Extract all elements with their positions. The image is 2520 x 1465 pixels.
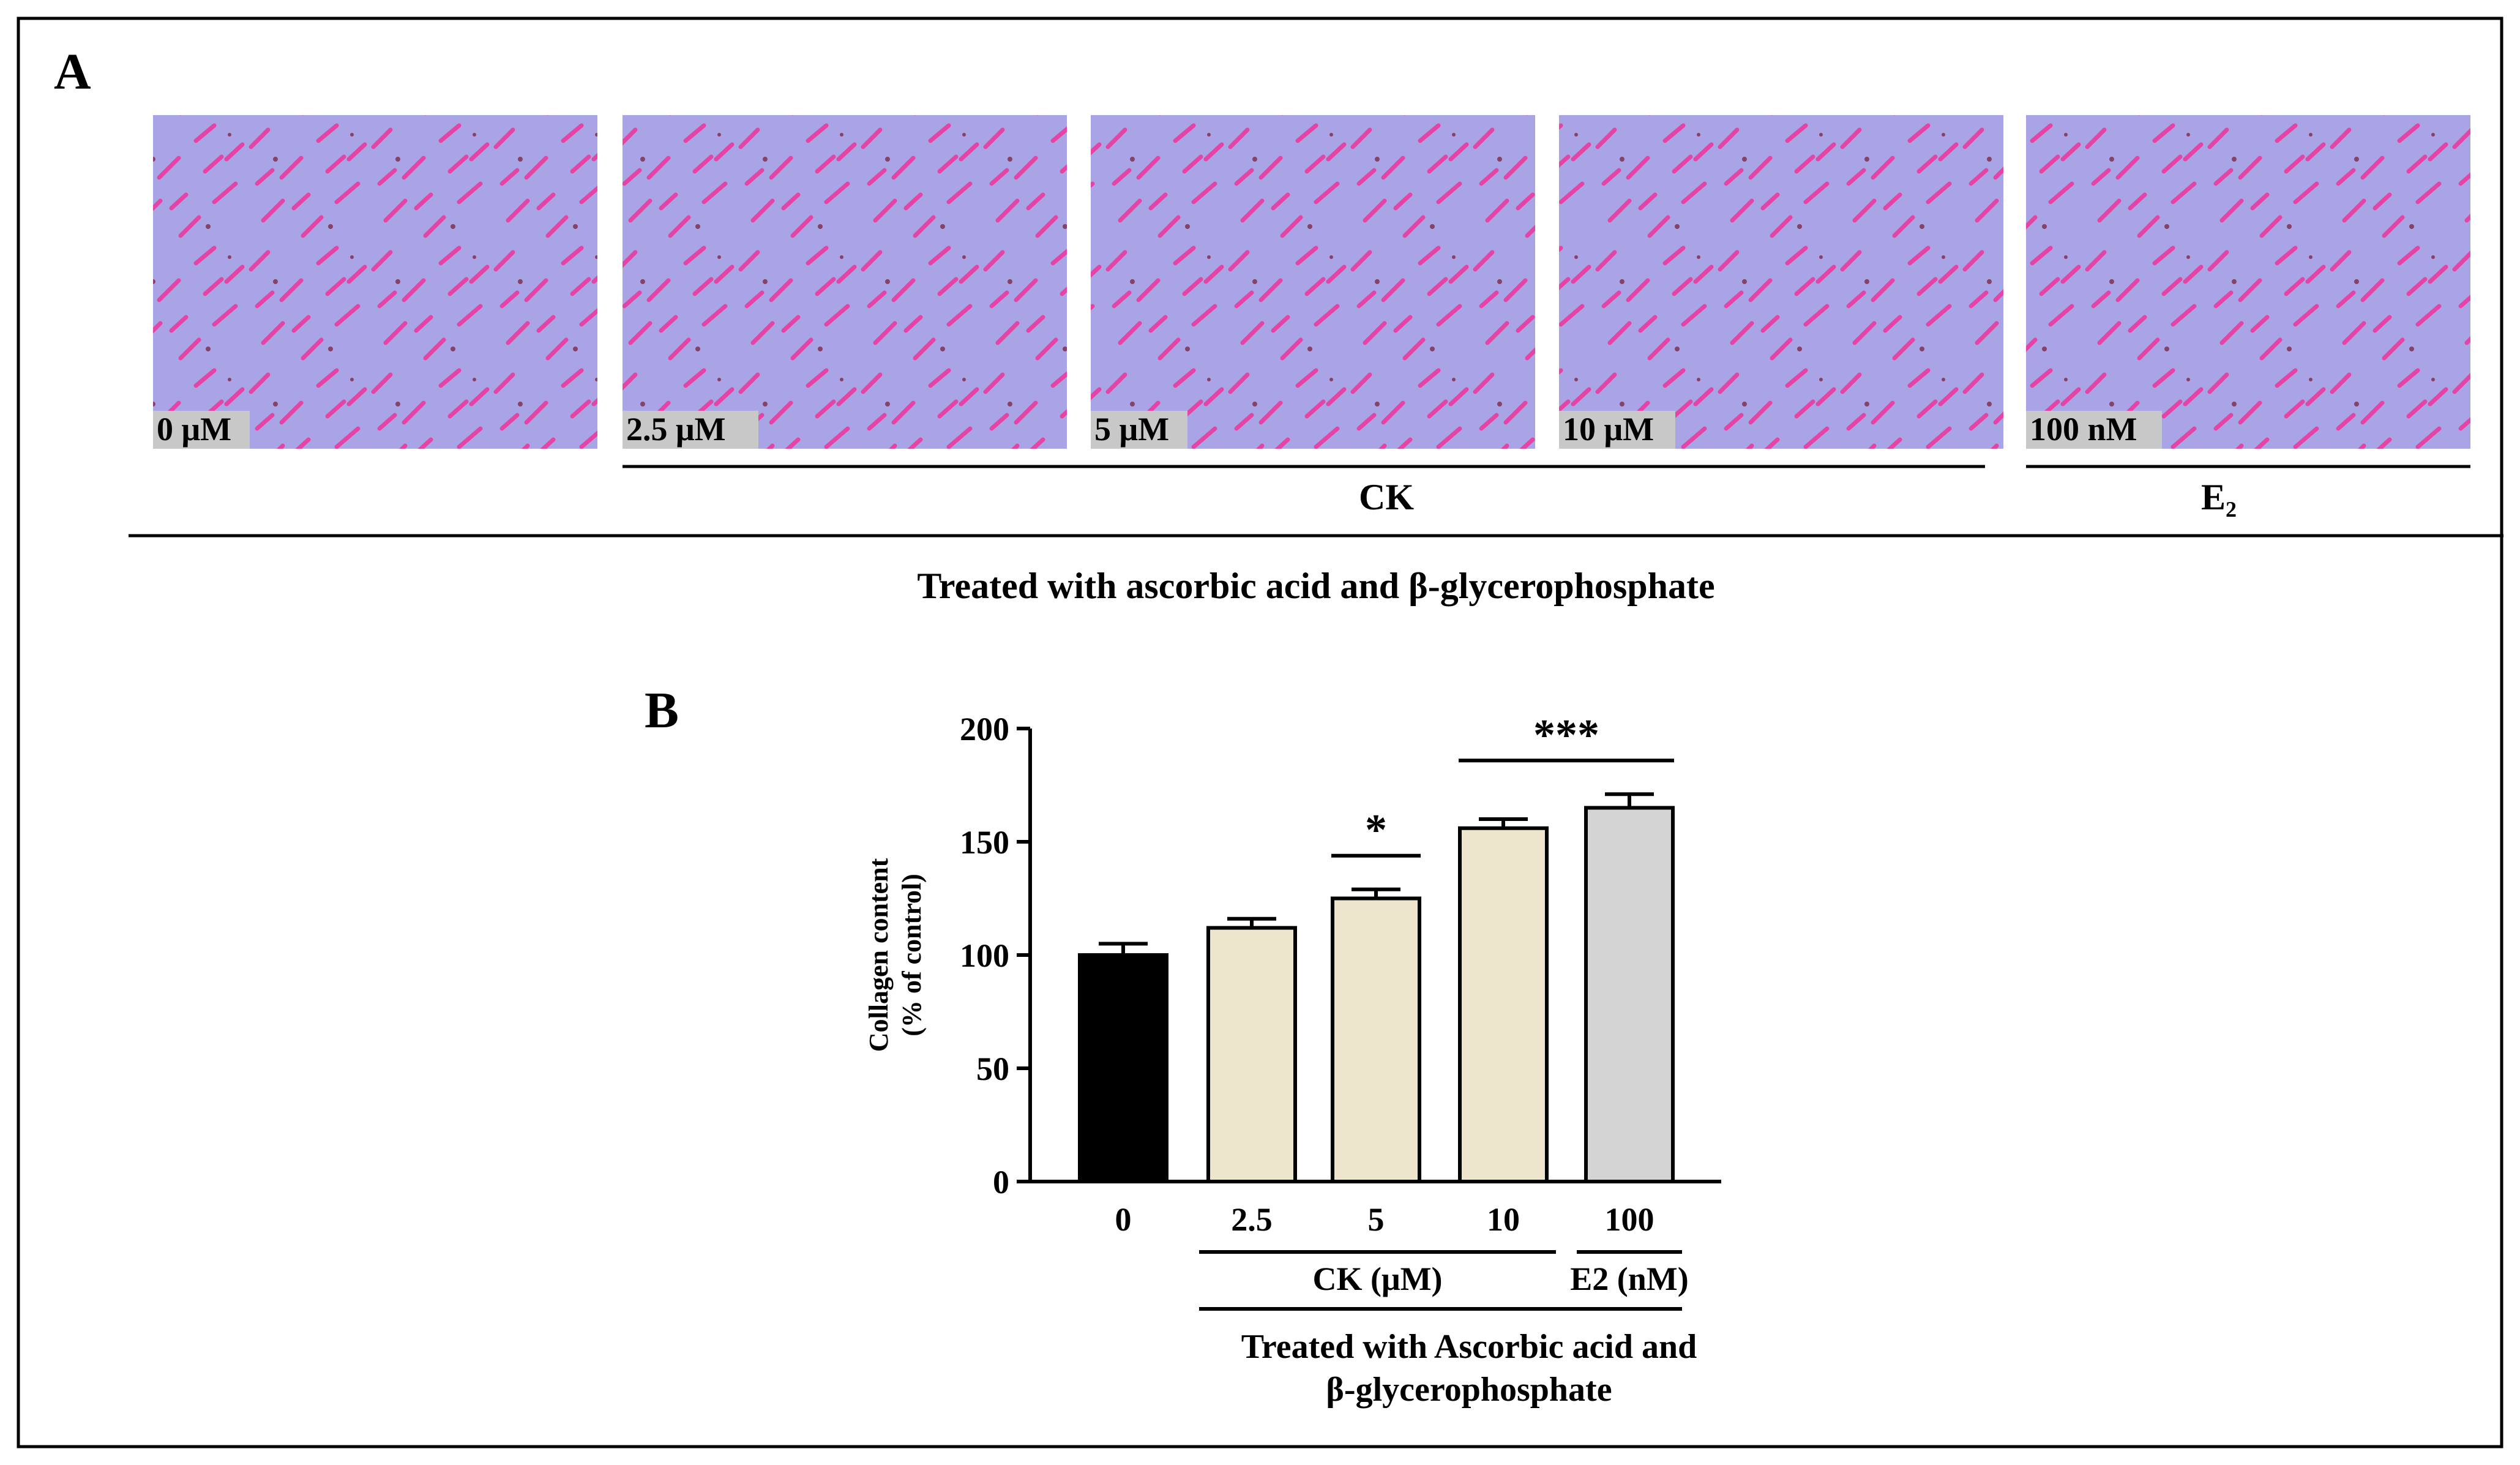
micrograph-0: 0 μM [153, 115, 597, 449]
micrograph-3: 10 μM [1559, 115, 2003, 449]
y-tick-label: 200 [960, 711, 1009, 747]
ck-group-label: CK [1359, 477, 1414, 517]
bar-5 [1331, 896, 1421, 1183]
micrograph-label: 2.5 μM [626, 411, 726, 448]
micrograph-2: 5 μM [1091, 115, 1535, 449]
micrograph-image [1559, 115, 2003, 449]
micrograph-label-bg [2026, 411, 2162, 449]
treatment-label: β-glycerophosphate [1326, 1371, 1612, 1409]
bar-2.5 [1206, 926, 1297, 1183]
y-axis-label: Collagen content (% of control) [864, 858, 927, 1052]
bar-100 [1584, 806, 1675, 1183]
x-tick-label: 5 [1368, 1201, 1385, 1238]
micrograph-label: 10 μM [1563, 411, 1654, 448]
micrograph-image [153, 115, 597, 449]
micrograph-image [2026, 115, 2470, 449]
significance-marker: *** [1533, 710, 1599, 759]
figure-frame [17, 17, 2503, 1448]
micrograph-label-bg [153, 411, 250, 449]
micrograph-1: 2.5 μM [623, 115, 1067, 449]
micrograph-label: 5 μM [1094, 411, 1169, 448]
x-tick-label: 2.5 [1231, 1201, 1273, 1238]
micrograph-image [623, 115, 1067, 449]
bar-10 [1458, 826, 1549, 1184]
group-label: CK (μM) [1312, 1261, 1442, 1297]
group-label: E2 (nM) [1570, 1261, 1688, 1297]
micrograph-4: 100 nM [2026, 115, 2470, 449]
y-tick-label: 50 [976, 1051, 1009, 1087]
micrograph-label-bg [1559, 411, 1675, 449]
y-tick-label: 0 [993, 1164, 1009, 1201]
x-tick-label: 0 [1115, 1201, 1132, 1238]
x-tick-label: 10 [1487, 1201, 1520, 1238]
e2-group-label: E₂ [2201, 477, 2237, 517]
micrograph-label: 100 nM [2030, 411, 2137, 448]
micrograph-label-bg [1091, 411, 1187, 449]
micrograph-label-bg [623, 411, 758, 449]
panel-a-label: A [54, 43, 91, 100]
y-tick-label: 100 [960, 937, 1009, 974]
x-tick-label: 100 [1605, 1201, 1654, 1238]
bar-0 [1078, 953, 1168, 1183]
panel-a-treatment-label: Treated with ascorbic acid and β-glycero… [917, 566, 1714, 606]
micrograph-row: 0 μM 2.5 μM 5 μM 10 μM 100 nM [153, 115, 2470, 449]
panel-b-label: B [645, 682, 679, 739]
treatment-label: Treated with Ascorbic acid and [1241, 1328, 1697, 1366]
micrograph-label: 0 μM [157, 411, 231, 448]
y-tick-label: 150 [960, 824, 1009, 861]
significance-marker: * [1365, 806, 1387, 855]
micrograph-image [1091, 115, 1535, 449]
